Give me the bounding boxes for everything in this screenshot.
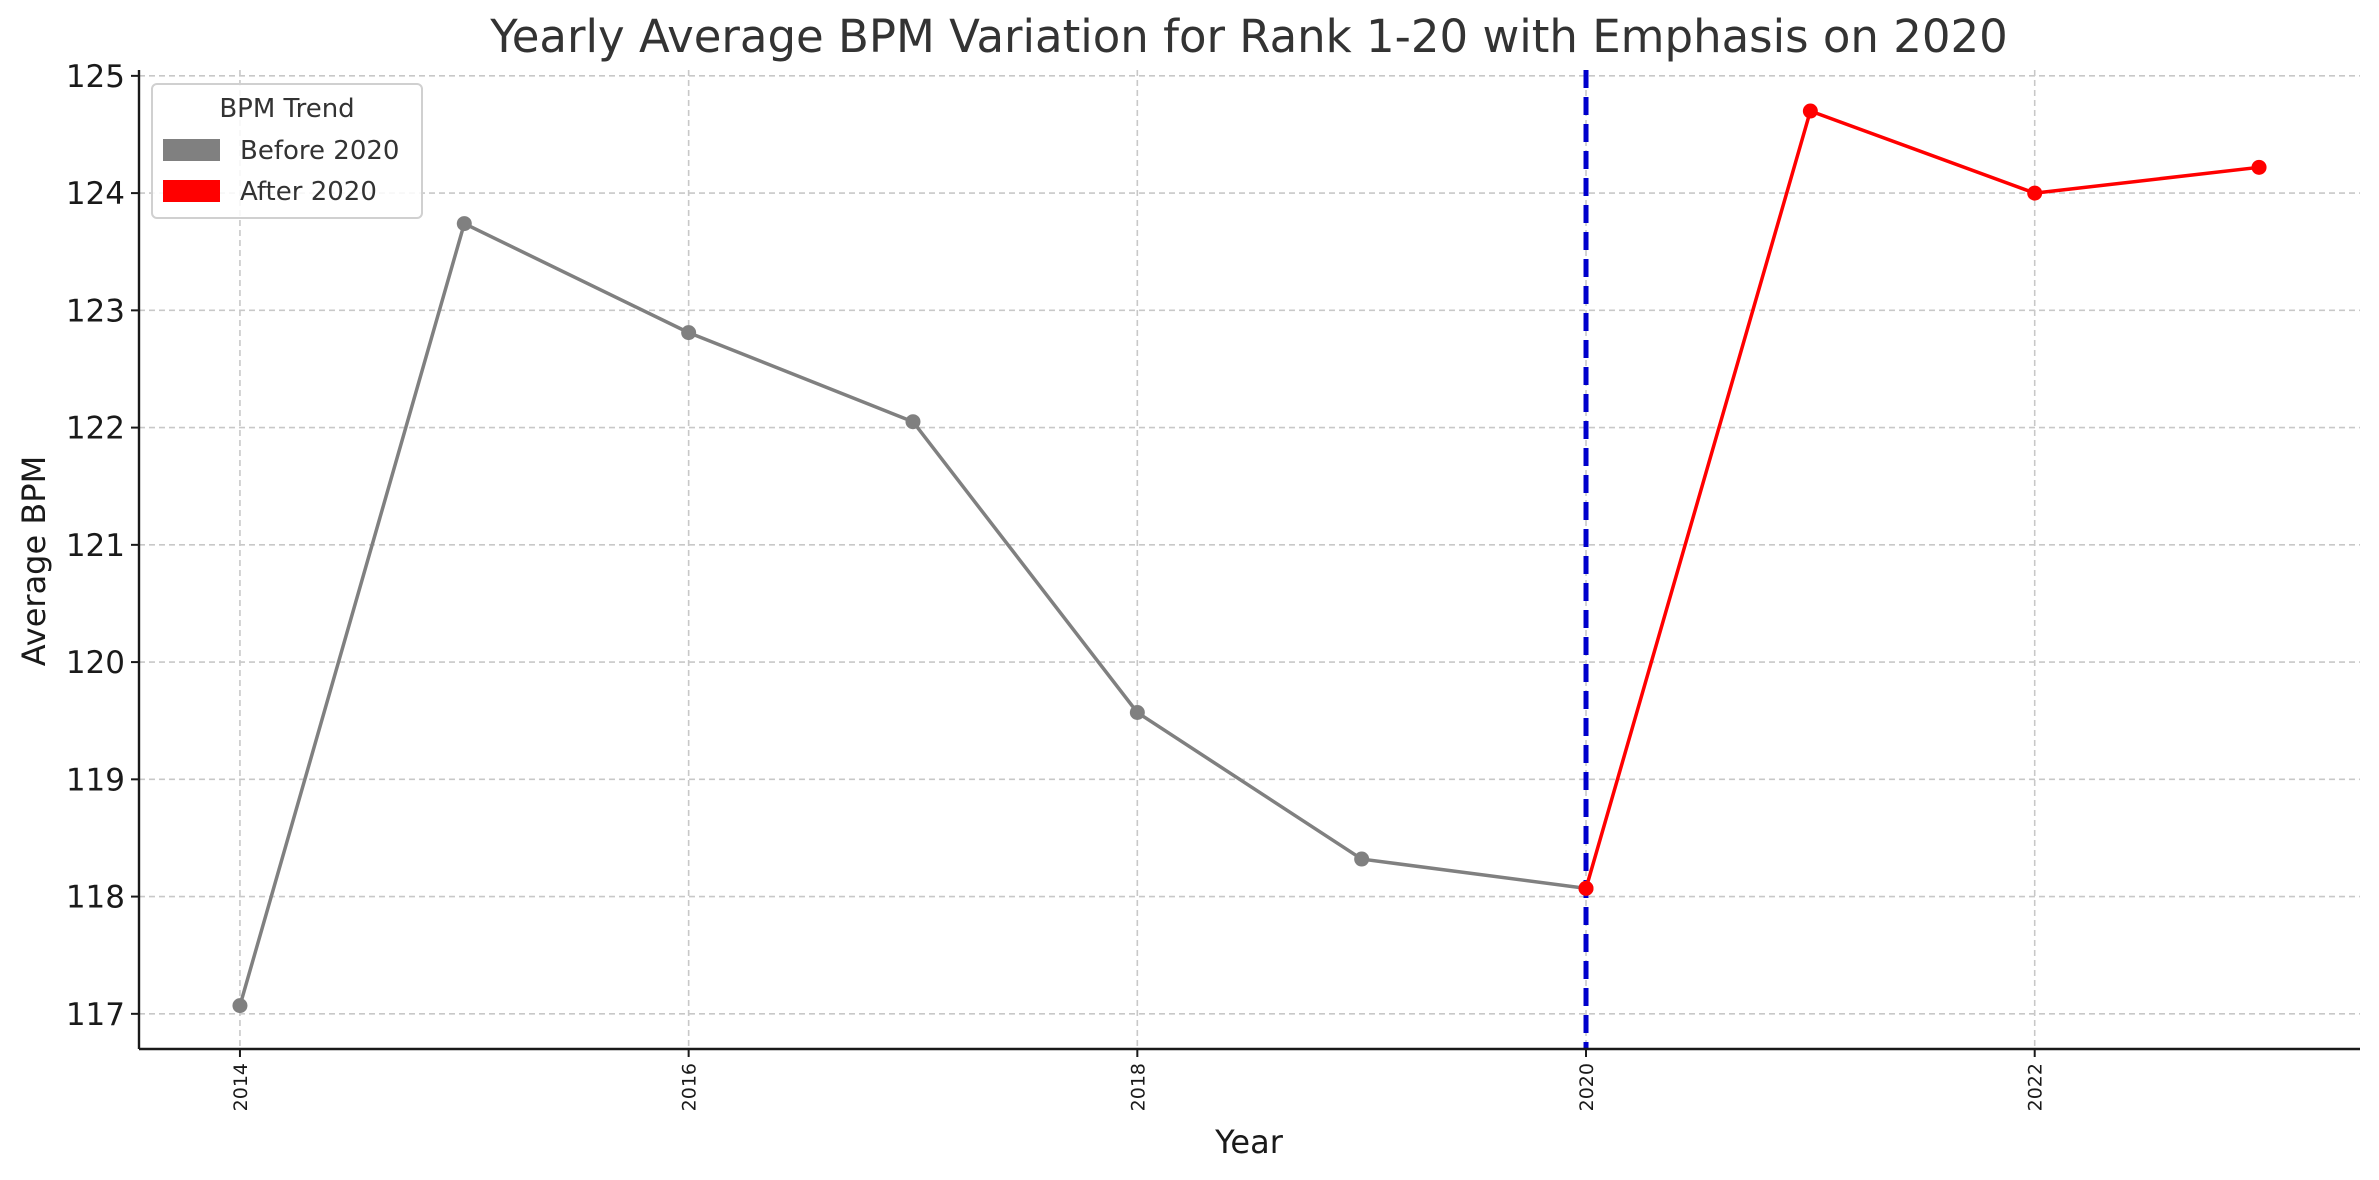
legend-label: Before 2020 bbox=[240, 136, 399, 166]
legend-label: After 2020 bbox=[240, 177, 377, 207]
axes bbox=[131, 70, 2360, 1057]
data-point-2015 bbox=[456, 216, 472, 232]
y-tick-label: 118 bbox=[66, 880, 125, 916]
tick-labels: 117 118 119 120 121 122 123 124 125 2014 2016 2018 2… bbox=[66, 59, 2047, 1111]
chart-title: Yearly Average BPM Variation for Rank 1-… bbox=[489, 10, 2008, 63]
y-axis-label: Average BPM bbox=[15, 456, 53, 666]
y-tick-label: 121 bbox=[66, 528, 125, 564]
x-tick-label: 2016 bbox=[679, 1063, 701, 1111]
x-tick-label: 2018 bbox=[1127, 1063, 1149, 1111]
series-line-before-2020 bbox=[238, 221, 1587, 1007]
series-line-after-2020 bbox=[1584, 109, 2260, 889]
data-point-2022 bbox=[2027, 185, 2043, 201]
series-layer bbox=[232, 103, 2267, 1014]
data-point-2021 bbox=[1802, 103, 1818, 119]
x-tick-label: 2022 bbox=[2025, 1063, 2047, 1111]
x-tick-label: 2014 bbox=[230, 1063, 252, 1111]
x-axis-label: Year bbox=[1214, 1123, 1284, 1161]
data-point-2018 bbox=[1129, 705, 1145, 721]
data-point-2020 bbox=[1578, 880, 1594, 896]
y-tick-label: 125 bbox=[66, 59, 125, 95]
legend: BPM Trend Before 2020 After 2020 bbox=[151, 83, 423, 219]
y-tick-label: 119 bbox=[66, 762, 125, 798]
data-point-2016 bbox=[681, 325, 697, 341]
y-tick-label: 123 bbox=[66, 293, 125, 329]
data-point-2019 bbox=[1354, 851, 1370, 867]
y-tick-label: 122 bbox=[66, 411, 125, 447]
y-tick-label: 117 bbox=[66, 997, 125, 1033]
data-point-2023 bbox=[2251, 159, 2267, 175]
data-point-2017 bbox=[905, 414, 921, 430]
y-tick-label: 120 bbox=[66, 645, 125, 681]
legend-title: BPM Trend bbox=[219, 94, 354, 124]
grid bbox=[139, 70, 2360, 1049]
y-tick-label: 124 bbox=[66, 176, 125, 212]
legend-swatch bbox=[163, 180, 220, 202]
data-point-2014 bbox=[232, 998, 248, 1014]
legend-swatch bbox=[163, 139, 220, 161]
x-tick-label: 2020 bbox=[1576, 1063, 1598, 1111]
